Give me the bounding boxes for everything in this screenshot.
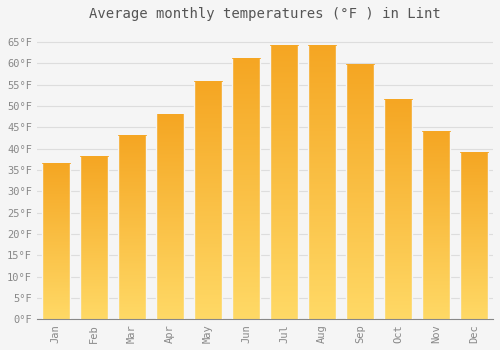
Title: Average monthly temperatures (°F ) in Lint: Average monthly temperatures (°F ) in Li… <box>89 7 441 21</box>
